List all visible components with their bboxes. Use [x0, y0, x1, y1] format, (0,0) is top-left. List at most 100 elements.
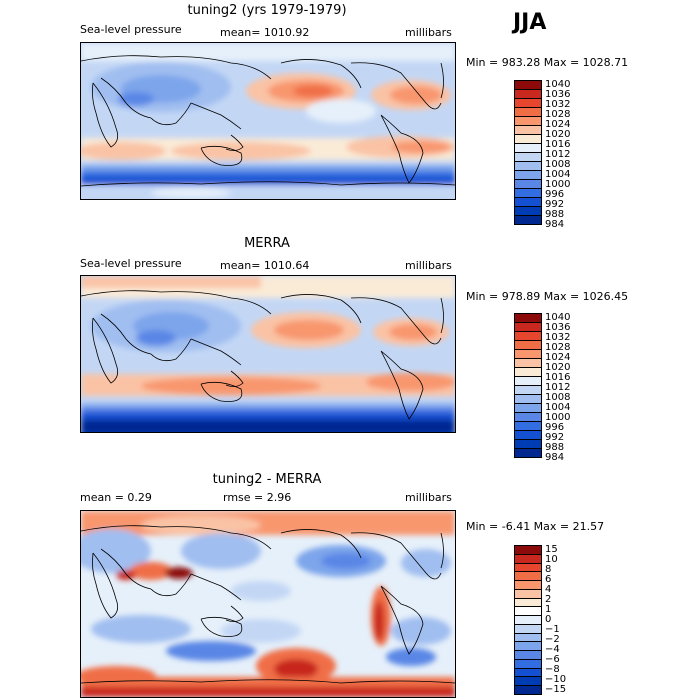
colorbar-swatch: [515, 616, 541, 625]
panel-2-range-text: Min = 978.89 Max = 1026.45: [466, 290, 629, 303]
colorbar-swatch: [515, 624, 541, 634]
panel-3-title: tuning2 - MERRA: [212, 472, 322, 487]
colorbar-level-label: 1036: [545, 89, 571, 100]
panel-2-colorbar-labels: 1040 1036 1032 1028 1024 1020 1016 1012 1008 1004…: [545, 313, 571, 463]
panel-1-units-label: millibars: [405, 26, 452, 39]
colorbar-swatch: [515, 341, 541, 350]
colorbar-level-label: 984: [545, 219, 565, 230]
panel-3-units-label: millibars: [405, 491, 452, 504]
colorbar-swatch: [515, 422, 541, 431]
colorbar-swatch: [515, 81, 541, 90]
colorbar-swatch: [515, 323, 541, 332]
panel-1-variable-label: Sea-level pressure: [80, 23, 182, 36]
colorbar-level-label: −6: [545, 654, 560, 665]
colorbar-level-label: −4: [545, 644, 560, 655]
colorbar-level-label: 984: [545, 452, 565, 463]
colorbar-swatch: [515, 386, 541, 395]
colorbar-swatch: [515, 589, 541, 599]
season-label: JJA: [513, 10, 547, 35]
panel-3-mean-label: mean = 0.29: [80, 491, 152, 504]
colorbar-level-label: 1000: [545, 412, 571, 423]
colorbar-level-label: 996: [545, 189, 565, 200]
colorbar-swatch: [515, 314, 541, 323]
colorbar-swatch: [515, 607, 541, 617]
colorbar-swatch: [515, 431, 541, 440]
colorbar-swatch: [515, 651, 541, 660]
panel-2-mean-label: mean= 1010.64: [220, 259, 310, 272]
panel-1-map: [80, 42, 456, 200]
panel-2-variable-label: Sea-level pressure: [80, 257, 182, 270]
colorbar-level-label: 10: [545, 554, 558, 565]
sea-level-pressure-map-model: [81, 43, 455, 199]
panel-2-title: MERRA: [244, 236, 290, 251]
colorbar-swatch: [515, 449, 541, 457]
colorbar-swatch: [515, 598, 541, 608]
colorbar-swatch: [515, 395, 541, 404]
colorbar-level-label: −1: [545, 624, 560, 635]
panel-1-range-text: Min = 983.28 Max = 1028.71: [466, 56, 629, 69]
colorbar-swatch: [515, 440, 541, 449]
colorbar-level-label: 1024: [545, 352, 571, 363]
panel-3-range-text: Min = -6.41 Max = 21.57: [466, 520, 605, 533]
panel-1-colorbar-labels: 1040 1036 1032 1028 1024 1020 1016 1012 1008 1004…: [545, 79, 571, 230]
colorbar-swatch: [515, 216, 541, 224]
colorbar-level-label: −8: [545, 664, 560, 675]
colorbar-level-label: 1004: [545, 169, 571, 180]
colorbar-swatch: [515, 554, 541, 564]
colorbar-swatch: [515, 677, 541, 687]
colorbar-level-label: 1036: [545, 322, 571, 333]
colorbar-level-label: 2: [545, 594, 552, 605]
colorbar-swatch: [515, 171, 541, 180]
sea-level-pressure-difference-map: [81, 511, 455, 697]
colorbar-level-label: 1016: [545, 372, 571, 383]
colorbar-swatch: [515, 413, 541, 422]
colorbar-swatch: [515, 108, 541, 117]
colorbar-swatch: [515, 162, 541, 171]
panel-3-colorbar: [514, 545, 542, 695]
panel-2-units-label: millibars: [405, 259, 452, 272]
colorbar-level-label: 1004: [545, 402, 571, 413]
colorbar-level-label: 0: [545, 614, 552, 625]
colorbar-level-label: 992: [545, 199, 565, 210]
colorbar-level-label: −2: [545, 634, 560, 645]
colorbar-swatch: [515, 189, 541, 198]
colorbar-level-label: −15: [545, 684, 567, 695]
colorbar-swatch: [515, 659, 541, 669]
colorbar-level-label: 4: [545, 584, 552, 595]
colorbar-level-label: 1040: [545, 79, 571, 90]
colorbar-swatch: [515, 686, 541, 695]
colorbar-swatch: [515, 135, 541, 144]
panel-1-mean-label: mean= 1010.92: [220, 26, 310, 39]
colorbar-level-label: 1032: [545, 99, 571, 110]
colorbar-swatch: [515, 546, 541, 555]
colorbar-level-label: 1020: [545, 362, 571, 373]
colorbar-swatch: [515, 668, 541, 678]
colorbar-level-label: −10: [545, 674, 567, 685]
colorbar-level-label: 1032: [545, 332, 571, 343]
colorbar-level-label: 992: [545, 432, 565, 443]
colorbar-swatch: [515, 126, 541, 135]
colorbar-level-label: 1012: [545, 149, 571, 160]
colorbar-level-label: 1028: [545, 342, 571, 353]
colorbar-swatch: [515, 144, 541, 153]
panel-2-map: [80, 275, 456, 433]
colorbar-level-label: 1024: [545, 119, 571, 130]
colorbar-level-label: 988: [545, 442, 565, 453]
panel-3-rmse-label: rmse = 2.96: [223, 491, 292, 504]
colorbar-swatch: [515, 117, 541, 126]
panel-1-title: tuning2 (yrs 1979-1979): [187, 3, 347, 18]
colorbar-swatch: [515, 180, 541, 189]
colorbar-swatch: [515, 642, 541, 652]
colorbar-swatch: [515, 332, 541, 341]
colorbar-level-label: 1016: [545, 139, 571, 150]
colorbar-level-label: 1012: [545, 382, 571, 393]
colorbar-level-label: 1020: [545, 129, 571, 140]
colorbar-swatch: [515, 350, 541, 359]
colorbar-level-label: 1028: [545, 109, 571, 120]
colorbar-swatch: [515, 198, 541, 207]
colorbar-swatch: [515, 404, 541, 413]
colorbar-swatch: [515, 207, 541, 216]
sea-level-pressure-map-merra: [81, 276, 455, 432]
colorbar-swatch: [515, 99, 541, 108]
panel-1-colorbar: [514, 80, 542, 225]
